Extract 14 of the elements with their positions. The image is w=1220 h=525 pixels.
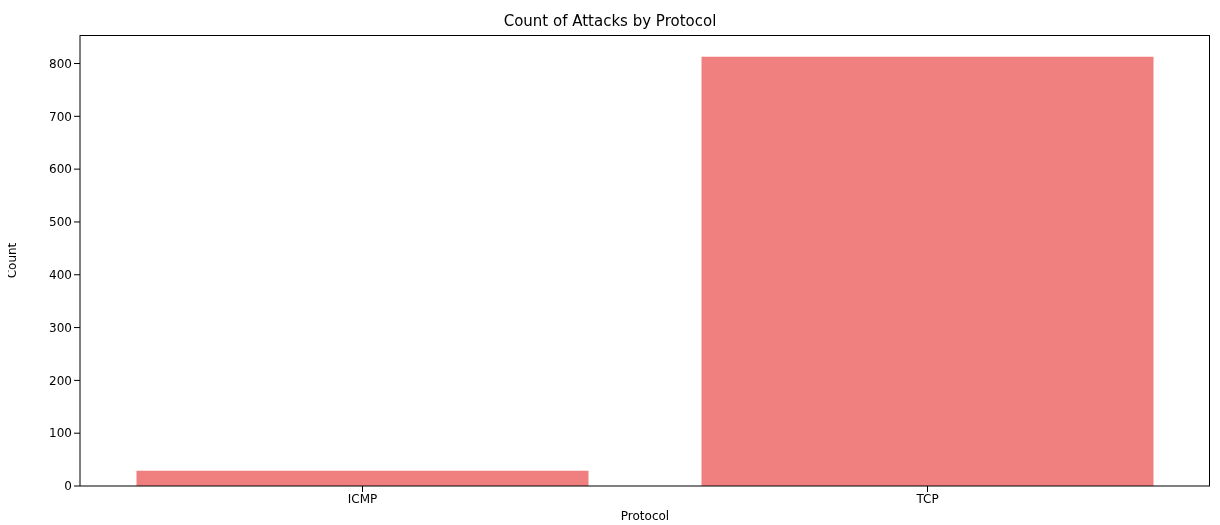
y-tick-label: 400 xyxy=(49,268,72,283)
y-axis-title: Count xyxy=(5,242,20,279)
y-tick-label: 800 xyxy=(49,56,72,71)
y-tick-label: 600 xyxy=(49,162,72,177)
x-tick-label: TCP xyxy=(915,491,939,506)
y-tick-label: 200 xyxy=(49,373,72,388)
chart-title: Count of Attacks by Protocol xyxy=(502,12,718,30)
y-tick-label: 700 xyxy=(49,109,72,124)
x-axis-title: Protocol xyxy=(620,509,670,523)
x-tick-label: ICMP xyxy=(347,491,378,506)
y-tick-label: 100 xyxy=(49,426,72,441)
y-tick-label: 300 xyxy=(49,320,72,335)
y-tick-label: 500 xyxy=(49,215,72,230)
y-tick-label: 0 xyxy=(64,479,72,494)
